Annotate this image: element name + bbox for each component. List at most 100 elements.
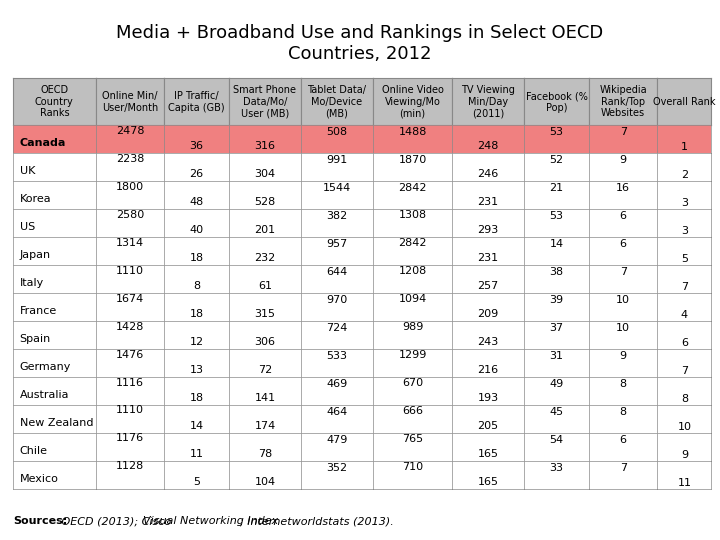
- Text: 1176: 1176: [116, 434, 144, 443]
- Text: Overall Rank: Overall Rank: [653, 97, 716, 107]
- Text: 1116: 1116: [116, 377, 144, 388]
- Text: 1870: 1870: [398, 154, 427, 165]
- Text: 205: 205: [477, 421, 499, 431]
- Text: 2478: 2478: [116, 126, 144, 136]
- Text: 8: 8: [620, 379, 626, 389]
- Text: 231: 231: [477, 253, 499, 263]
- Text: 201: 201: [254, 225, 276, 235]
- Text: 991: 991: [326, 156, 348, 165]
- Text: 26: 26: [189, 170, 204, 179]
- Text: 508: 508: [326, 127, 348, 138]
- Text: 38: 38: [549, 267, 564, 277]
- Text: Japan: Japan: [19, 250, 50, 260]
- Text: Tablet Data/
Mo/Device
(MB): Tablet Data/ Mo/Device (MB): [307, 85, 366, 118]
- Text: 1: 1: [681, 142, 688, 152]
- Text: 10: 10: [616, 323, 630, 333]
- Text: OECD (2013); Cisco: OECD (2013); Cisco: [58, 516, 174, 526]
- Text: 6: 6: [620, 239, 626, 249]
- Text: 2: 2: [681, 170, 688, 180]
- Text: 104: 104: [254, 477, 276, 487]
- Text: 31: 31: [549, 351, 564, 361]
- Text: 7: 7: [620, 463, 626, 472]
- Text: 141: 141: [254, 393, 276, 403]
- Text: Korea: Korea: [19, 194, 51, 204]
- Text: 257: 257: [477, 281, 499, 291]
- Text: 528: 528: [254, 197, 276, 207]
- Text: 39: 39: [549, 295, 564, 305]
- Text: 53: 53: [549, 127, 564, 138]
- Text: 53: 53: [549, 211, 564, 221]
- Text: 666: 666: [402, 406, 423, 416]
- Text: Online Min/
User/Month: Online Min/ User/Month: [102, 91, 158, 113]
- Text: Online Video
Viewing/Mo
(min): Online Video Viewing/Mo (min): [382, 85, 444, 118]
- Text: 2238: 2238: [116, 154, 144, 164]
- Text: 1476: 1476: [116, 349, 144, 360]
- Text: US: US: [19, 222, 35, 232]
- Text: ; Internetworldstats (2013).: ; Internetworldstats (2013).: [240, 516, 394, 526]
- Text: 11: 11: [189, 449, 204, 459]
- Text: 304: 304: [254, 170, 276, 179]
- Text: 957: 957: [326, 239, 348, 249]
- Text: 10: 10: [678, 422, 691, 431]
- Text: 1314: 1314: [116, 238, 144, 248]
- Text: 1128: 1128: [116, 461, 144, 471]
- Text: Facebook (%
Pop): Facebook (% Pop): [526, 91, 588, 113]
- Text: 4: 4: [681, 310, 688, 320]
- Text: Smart Phone
Data/Mo/
User (MB): Smart Phone Data/Mo/ User (MB): [233, 85, 297, 118]
- Text: 533: 533: [326, 351, 348, 361]
- Text: 710: 710: [402, 462, 423, 472]
- Text: 52: 52: [549, 156, 564, 165]
- Text: 248: 248: [477, 141, 499, 151]
- Text: 2842: 2842: [398, 238, 427, 248]
- Text: 33: 33: [549, 463, 564, 472]
- Text: 16: 16: [616, 184, 630, 193]
- Text: Italy: Italy: [19, 278, 44, 288]
- Text: 11: 11: [678, 477, 691, 488]
- Text: 78: 78: [258, 449, 272, 459]
- Text: 1674: 1674: [116, 294, 144, 303]
- Text: 382: 382: [326, 211, 348, 221]
- Text: 306: 306: [254, 337, 276, 347]
- Text: 72: 72: [258, 365, 272, 375]
- Text: 724: 724: [326, 323, 348, 333]
- Text: 1110: 1110: [116, 266, 144, 276]
- Text: 209: 209: [477, 309, 499, 319]
- Text: IP Traffic/
Capita (GB): IP Traffic/ Capita (GB): [168, 91, 225, 113]
- Text: 48: 48: [189, 197, 204, 207]
- Text: 1544: 1544: [323, 184, 351, 193]
- Text: 989: 989: [402, 322, 423, 332]
- Text: Media + Broadband Use and Rankings in Select OECD
Countries, 2012: Media + Broadband Use and Rankings in Se…: [117, 24, 603, 63]
- Text: Sources:: Sources:: [13, 516, 67, 526]
- Text: 479: 479: [326, 435, 348, 445]
- Text: 37: 37: [549, 323, 564, 333]
- Text: 1488: 1488: [398, 127, 427, 137]
- Text: 193: 193: [477, 393, 499, 403]
- Text: 670: 670: [402, 378, 423, 388]
- Text: 644: 644: [326, 267, 348, 277]
- Text: UK: UK: [19, 166, 35, 177]
- Text: 315: 315: [254, 309, 276, 319]
- Text: 231: 231: [477, 197, 499, 207]
- Text: 316: 316: [254, 141, 276, 151]
- Text: 14: 14: [189, 421, 204, 431]
- Text: 246: 246: [477, 170, 499, 179]
- Text: France: France: [19, 306, 57, 316]
- Text: 8: 8: [620, 407, 626, 417]
- Text: 3: 3: [681, 198, 688, 208]
- Text: 36: 36: [189, 141, 204, 151]
- Text: 7: 7: [620, 267, 626, 277]
- Text: 5: 5: [681, 254, 688, 264]
- Text: 216: 216: [477, 365, 499, 375]
- Text: 9: 9: [620, 156, 626, 165]
- Text: 18: 18: [189, 393, 204, 403]
- Text: 2580: 2580: [116, 210, 144, 220]
- Text: 3: 3: [681, 226, 688, 236]
- Text: 14: 14: [549, 239, 564, 249]
- Text: 7: 7: [681, 282, 688, 292]
- Text: 6: 6: [620, 435, 626, 445]
- Text: 7: 7: [681, 366, 688, 376]
- Text: 293: 293: [477, 225, 499, 235]
- Text: Australia: Australia: [19, 390, 69, 400]
- Text: 10: 10: [616, 295, 630, 305]
- Text: 40: 40: [189, 225, 204, 235]
